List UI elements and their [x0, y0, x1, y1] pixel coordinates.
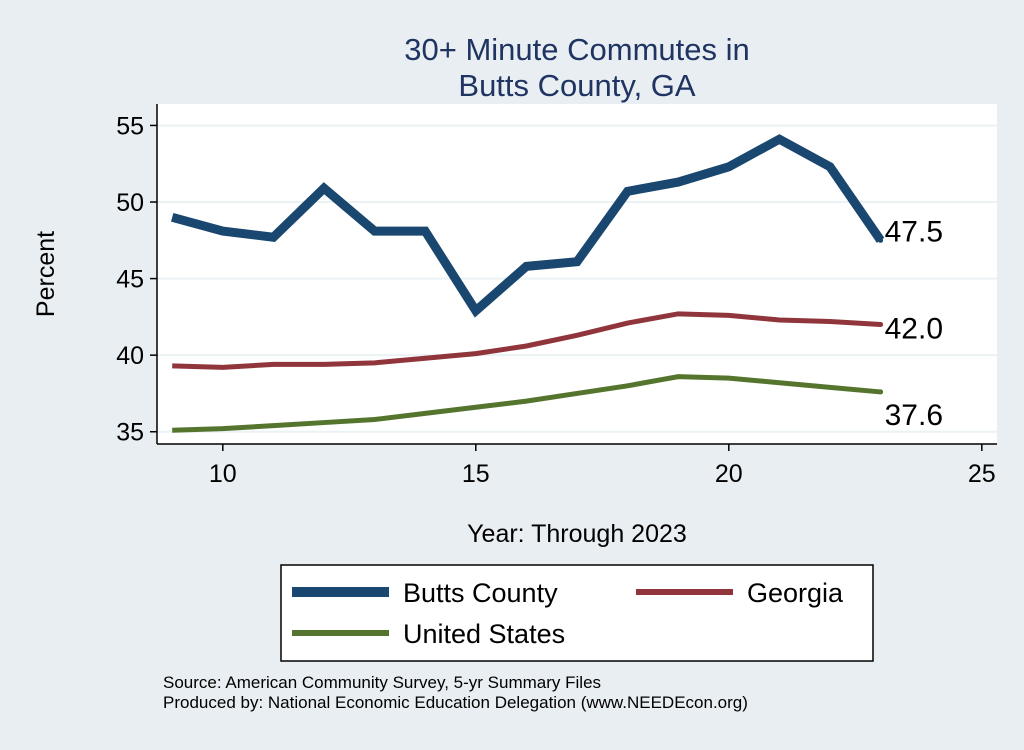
legend: Butts County Georgia United States [280, 564, 874, 662]
series-end-point-butts-county [878, 237, 884, 243]
legend-label-united-states: United States [403, 619, 565, 649]
x-tick-label-15: 15 [462, 460, 490, 488]
end-labels: 47.5 42.0 37.6 [885, 215, 943, 432]
legend-box [280, 564, 874, 662]
axes: 35 40 45 50 55 10 15 20 25 [116, 104, 997, 488]
end-label-united-states: 37.6 [885, 399, 943, 432]
y-tick-label-35: 35 [116, 419, 144, 447]
legend-label-georgia: Georgia [747, 578, 844, 608]
x-tick-label-20: 20 [715, 460, 743, 488]
series-lines [170, 134, 885, 433]
series-line-butts-county [170, 134, 885, 318]
end-label-georgia: 42.0 [885, 313, 943, 346]
source-note: Source: American Community Survey, 5-yr … [163, 673, 601, 692]
y-tick-label-55: 55 [116, 112, 144, 140]
x-axis-title: Year: Through 2023 [467, 520, 687, 548]
series-end-point-georgia [878, 322, 884, 328]
y-axis-title: Percent [32, 231, 60, 317]
y-tick-label-45: 45 [116, 266, 144, 294]
chart-title-line-1: 30+ Minute Commutes in [404, 32, 749, 67]
chart-title-line-2: Butts County, GA [458, 68, 696, 103]
produced-by-note: Produced by: National Economic Education… [163, 693, 748, 712]
x-tick-label-10: 10 [209, 460, 237, 488]
series-end-point-united-states [878, 389, 884, 395]
end-label-butts-county: 47.5 [885, 215, 943, 248]
y-tick-label-40: 40 [116, 342, 144, 370]
series-line-united-states [172, 374, 881, 433]
y-tick-label-50: 50 [116, 189, 144, 217]
series-line-georgia [172, 311, 881, 370]
x-tick-label-25: 25 [968, 460, 996, 488]
legend-label-butts-county: Butts County [403, 578, 558, 608]
